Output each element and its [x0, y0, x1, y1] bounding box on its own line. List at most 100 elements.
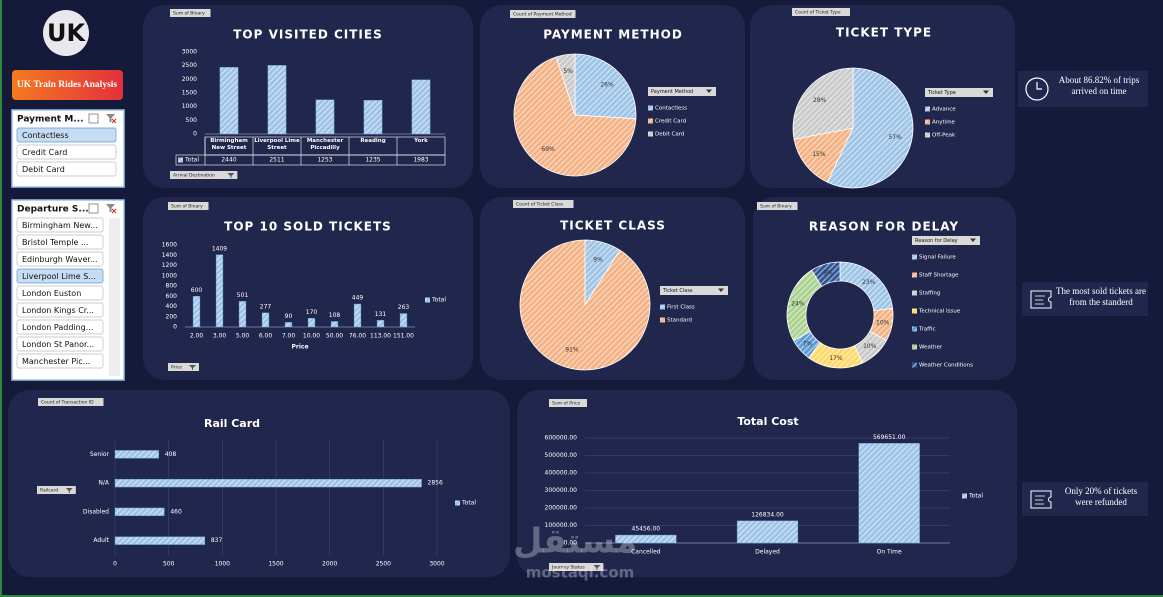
insight-text-box: About 86.82% of trips arrived on time	[1059, 75, 1140, 96]
y-tick-label: 1600	[162, 242, 177, 249]
data-label: 7%	[803, 340, 813, 347]
ticket-lines	[1035, 295, 1045, 305]
legend-header[interactable]	[648, 87, 716, 96]
slicer-item-label[interactable]: Debit Card	[22, 165, 65, 174]
legend-swatch	[962, 493, 967, 499]
filter-label[interactable]: Journey Status	[551, 565, 585, 571]
x-tick-label: 6.00	[259, 333, 273, 340]
bar	[363, 100, 383, 135]
x-tick-label: 2.00	[190, 333, 204, 340]
table-cell: 2511	[269, 157, 284, 164]
slicer-item[interactable]	[16, 161, 117, 177]
legend-header[interactable]	[925, 88, 993, 97]
table-header-cell-box: Manchester Piccadilly	[306, 138, 344, 151]
slicer-item-label[interactable]: Liverpool Lime S...	[22, 272, 96, 281]
x-axis-label: Price	[291, 344, 308, 351]
slicer-item-label[interactable]: London Euston	[22, 289, 81, 298]
bar	[114, 536, 206, 545]
slicer-item[interactable]	[16, 336, 104, 352]
slicer-item[interactable]	[16, 353, 104, 369]
y-tick-label: 2500	[182, 62, 197, 69]
legend-title[interactable]: Reason for Delay	[915, 238, 958, 244]
slicer-item-label[interactable]: Credit Card	[22, 148, 67, 157]
y-tick-label: 500000.00	[545, 452, 578, 459]
legend-label: Advance	[932, 107, 956, 113]
panel	[143, 197, 473, 380]
filter-icon	[65, 488, 73, 493]
filter-button[interactable]	[168, 363, 199, 371]
slicer-item-label[interactable]: London Kings Cr...	[22, 306, 94, 315]
slicer-item[interactable]	[16, 217, 104, 233]
legend-title[interactable]: Ticket Class	[662, 288, 693, 294]
slicer-item-label[interactable]: Edinburgh Waver...	[22, 255, 98, 264]
filter-button[interactable]	[170, 171, 238, 179]
slicer-item-label[interactable]: London Padding...	[22, 323, 93, 332]
insight-text: The most sold tickets are from the stand…	[1056, 286, 1146, 307]
table-header-cell: Birmingham New Street	[210, 138, 248, 151]
data-label: 45456.00	[632, 526, 661, 533]
legend-swatch	[425, 297, 430, 303]
x-tick-label: 7.00	[282, 333, 296, 340]
field-tag-label: Sum of Binary	[760, 204, 792, 210]
title-button[interactable]	[12, 70, 123, 100]
bar	[315, 99, 335, 135]
multi-select-icon[interactable]	[88, 203, 99, 214]
chart-title: Total Cost	[737, 415, 798, 428]
slicer-item[interactable]	[16, 234, 104, 250]
table-cell: 1253	[317, 157, 332, 164]
data-label: 57%	[888, 134, 902, 141]
clear-filter-icon[interactable]	[106, 114, 115, 122]
clear-filter-icon[interactable]	[106, 204, 115, 212]
y-tick-label: 2000	[182, 76, 197, 83]
data-label: 23%	[862, 279, 876, 286]
title-button-text[interactable]: UK Train Rides Analysis	[17, 80, 118, 90]
legend-title[interactable]: Payment Method	[651, 89, 693, 95]
filter-label[interactable]: Railcard	[40, 488, 58, 494]
y-tick-label: 200	[166, 313, 178, 320]
filter-button[interactable]	[549, 563, 604, 571]
x-tick-label: 3000	[429, 561, 444, 568]
filter-label[interactable]: Price	[171, 365, 182, 371]
table-header-cell: Reading	[360, 138, 386, 144]
slicer-item[interactable]	[16, 251, 104, 267]
legend-label: Weather	[919, 345, 943, 351]
slicer-item-label[interactable]: London St Panor...	[22, 340, 94, 349]
slicer-item[interactable]	[16, 144, 117, 160]
slicer-item-label[interactable]: Bristol Temple ...	[22, 238, 89, 247]
y-tick-label: 1500	[182, 90, 197, 97]
x-tick-label: 10.00	[303, 333, 320, 340]
slicer-item[interactable]	[16, 268, 104, 284]
x-tick-label: 2000	[322, 561, 337, 568]
legend-header[interactable]	[912, 236, 980, 245]
legend-swatch	[648, 118, 653, 124]
data-label: 460	[170, 508, 182, 515]
slicer-item[interactable]	[16, 302, 104, 318]
filter-button[interactable]	[37, 486, 76, 494]
legend-title[interactable]: Ticket Type	[927, 90, 956, 96]
x-tick-label: Delayed	[755, 549, 780, 556]
slicer-item[interactable]	[16, 127, 117, 143]
legend-header[interactable]	[660, 286, 728, 295]
bar	[114, 478, 422, 488]
legend-label: Anytime	[932, 120, 956, 126]
data-label: 600	[191, 287, 203, 294]
slicer-item-label[interactable]: Manchester Pic...	[22, 357, 90, 366]
logo-text: UK	[47, 19, 86, 47]
slicer-item[interactable]	[16, 285, 104, 301]
logo	[43, 10, 89, 56]
data-label: 108	[329, 312, 341, 319]
slicer-item[interactable]	[16, 319, 104, 335]
pie-slice	[574, 53, 637, 120]
bar	[114, 507, 165, 517]
slicer-item-label[interactable]: Birmingham New...	[22, 221, 98, 230]
x-tick-label: 151.00	[393, 333, 414, 340]
slicer-item-label[interactable]: Contactless	[22, 131, 69, 140]
legend-label: Traffic	[918, 327, 936, 333]
legend-swatch	[648, 131, 653, 137]
filter-label[interactable]: Arrival Destination	[173, 173, 215, 179]
table-header-cell: Manchester Piccadilly	[306, 138, 344, 151]
field-tag	[549, 399, 587, 407]
multi-select-icon[interactable]	[88, 113, 99, 124]
slicer-title: Payment M...	[17, 115, 84, 125]
legend-swatch	[455, 500, 460, 506]
